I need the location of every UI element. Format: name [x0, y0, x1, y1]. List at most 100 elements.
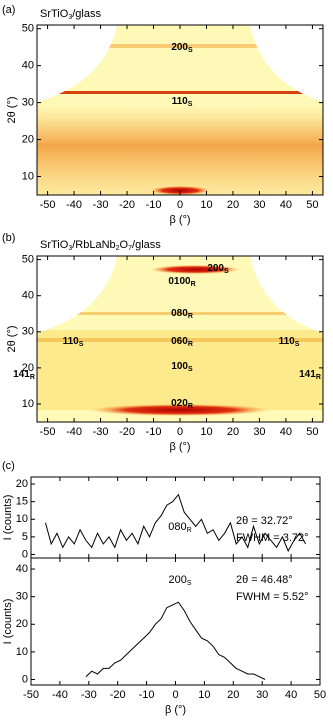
x-tick-label: 10 — [198, 689, 210, 701]
panel-title: SrTiO3/glass — [40, 8, 101, 21]
x-tick-label: 30 — [256, 689, 268, 701]
peak-label: 200S — [168, 574, 191, 587]
peak-annotation: 110S — [172, 96, 193, 108]
y-tick-label: 40 — [16, 563, 28, 575]
subscript: R — [188, 313, 193, 320]
peak-annotation: 141R — [13, 369, 35, 381]
diffraction-image — [37, 256, 323, 422]
text-part: 0100 — [168, 276, 191, 287]
x-tick-label: -20 — [119, 426, 135, 438]
y-tick-label: 5 — [22, 531, 28, 543]
x-tick-label: 10 — [200, 426, 212, 438]
y-tick-label: 30 — [22, 97, 34, 109]
intensity-line — [85, 601, 266, 680]
text-part: 110 — [279, 336, 296, 347]
text-part: 080 — [171, 308, 188, 319]
text-part: 200 — [168, 574, 186, 586]
x-tick-label: 40 — [280, 199, 292, 211]
subscript: R — [188, 341, 193, 348]
subscript: R — [191, 281, 196, 288]
peak-annotation: 080R — [171, 308, 193, 320]
x-tick-label: -50 — [40, 199, 56, 211]
panel-label: (a) — [2, 4, 15, 16]
subscript: S — [79, 341, 84, 348]
y-tick-label: 20 — [16, 618, 28, 630]
text-part: 200 — [207, 263, 224, 274]
subscript: R — [188, 403, 193, 410]
subscript: 3 — [68, 245, 72, 252]
x-tick-label: 20 — [227, 689, 239, 701]
text-part: SrTiO — [40, 239, 69, 251]
x-tick-label: 20 — [227, 199, 239, 211]
x-tick-label: -30 — [93, 199, 109, 211]
text-part: 141 — [13, 369, 30, 380]
intensity-line — [45, 493, 307, 553]
subscript: 2 — [116, 245, 120, 252]
peak-label: 080R — [168, 521, 191, 534]
y-axis-title: I (counts) — [2, 599, 14, 645]
text-part: 020 — [171, 398, 188, 409]
text-part: 110 — [63, 336, 80, 347]
x-tick-label: -40 — [66, 426, 82, 438]
peak-annotation: 110S — [63, 336, 84, 348]
x-tick-label: 50 — [314, 689, 326, 701]
y-tick-label: 50 — [22, 254, 34, 266]
x-tick-label: -20 — [119, 199, 135, 211]
text-part: 080 — [168, 521, 186, 533]
x-tick-label: 50 — [306, 199, 318, 211]
text-part: /glass — [132, 239, 161, 251]
y-tick-label: 50 — [22, 23, 34, 35]
fit-note: 2θ = 32.72° — [236, 515, 293, 527]
peak-annotation: 020R — [171, 398, 193, 410]
x-tick-label: 40 — [280, 426, 292, 438]
x-tick-label: -50 — [23, 689, 39, 701]
peak-annotation: 110S — [279, 336, 300, 348]
fit-note: FWHM = 3.72° — [236, 532, 309, 544]
subscript: S — [187, 580, 192, 587]
y-axis-title: I (counts) — [2, 495, 14, 541]
panel-label: (c) — [2, 460, 15, 472]
x-axis-title: β (°) — [169, 214, 190, 226]
x-tick-label: -30 — [81, 689, 97, 701]
subscript: S — [188, 47, 193, 54]
x-tick-label: 20 — [227, 426, 239, 438]
text-part: 110 — [172, 96, 189, 107]
y-tick-label: 0 — [22, 548, 28, 560]
x-tick-label: -10 — [146, 426, 162, 438]
y-tick-label: 40 — [22, 290, 34, 302]
text-part: 100 — [171, 361, 188, 372]
x-tick-label: 0 — [177, 426, 183, 438]
peak-annotation: 200S — [207, 263, 229, 275]
text-part: 060 — [171, 336, 188, 347]
text-part: O — [120, 239, 129, 251]
y-axis-title: 2θ (°) — [6, 96, 18, 123]
subscript: S — [295, 341, 300, 348]
x-tick-label: -50 — [40, 426, 56, 438]
subscript: 3 — [68, 14, 72, 21]
text-part: SrTiO — [40, 8, 69, 20]
x-tick-label: -30 — [93, 426, 109, 438]
text-part: /RbLaNb — [72, 239, 115, 251]
text-part: 200 — [171, 42, 188, 53]
x-axis-title: β (°) — [169, 441, 190, 453]
subscript: S — [188, 366, 193, 373]
x-axis-title: β (°) — [165, 704, 186, 716]
subscript: 7 — [128, 245, 132, 252]
panel-title: SrTiO3/RbLaNb2O7/glass — [40, 239, 161, 252]
panel-label: (b) — [2, 232, 15, 244]
peak-annotation: 200S — [171, 42, 193, 54]
subscript: S — [224, 268, 229, 275]
y-tick-label: 20 — [22, 362, 34, 374]
peak-annotation: 0100R — [168, 276, 195, 288]
y-tick-label: 0 — [22, 673, 28, 685]
text-part: 141 — [299, 369, 316, 380]
y-tick-label: 20 — [22, 133, 34, 145]
peak-annotation: 100S — [171, 361, 193, 373]
y-tick-label: 10 — [22, 170, 34, 182]
y-tick-label: 10 — [22, 398, 34, 410]
fit-note: FWHM = 5.52° — [236, 591, 309, 603]
x-tick-label: 30 — [253, 199, 265, 211]
x-tick-label: 0 — [172, 689, 178, 701]
subscript: R — [187, 527, 192, 534]
x-tick-label: 10 — [200, 199, 212, 211]
